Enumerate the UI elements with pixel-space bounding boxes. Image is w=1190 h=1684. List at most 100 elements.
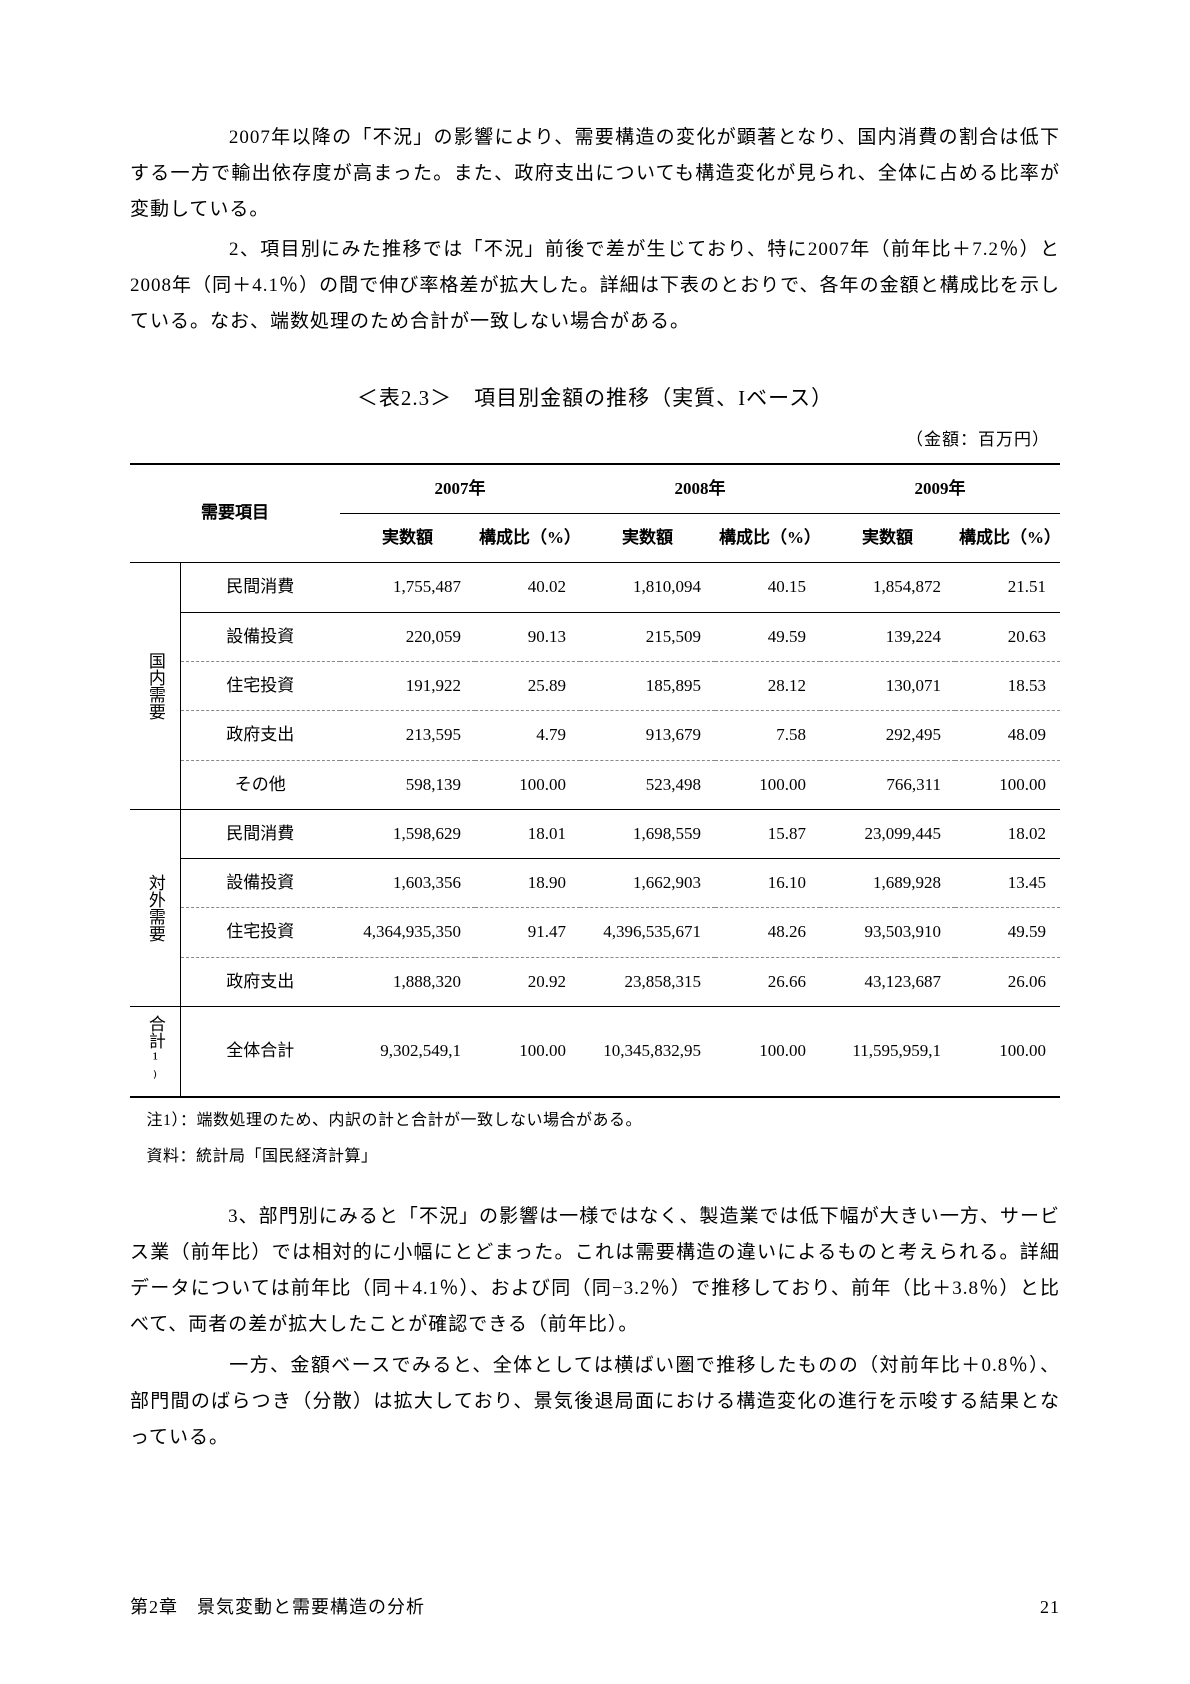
table-title: ＜表2.3＞ 項目別金額の推移（実質、Iベース）	[130, 379, 1060, 419]
table-note-2: 資料：統計局「国民経済計算」	[130, 1144, 1060, 1170]
cell-percent: 4.79	[475, 711, 580, 760]
table-row: 国内需要民間消費1,755,48740.021,810,09440.151,85…	[130, 563, 1060, 612]
cell-percent: 100.00	[955, 760, 1060, 809]
cell-amount: 1,854,872	[820, 563, 955, 612]
cell-amount: 130,071	[820, 661, 955, 710]
cell-amount: 191,922	[340, 661, 475, 710]
year-2008: 2008年	[580, 464, 820, 514]
cell-amount: 1,662,903	[580, 859, 715, 908]
row-item: 住宅投資	[180, 908, 340, 957]
cell-amount: 1,603,356	[340, 859, 475, 908]
row-item: 設備投資	[180, 612, 340, 661]
table-note-1: 注1）：端数処理のため、内訳の計と合計が一致しない場合がある。	[130, 1108, 1060, 1134]
body-paragraph-1: 2007年以降の「不況」の影響により、需要構造の変化が顕著となり、国内消費の割合…	[130, 120, 1060, 228]
cell-amount: 523,498	[580, 760, 715, 809]
row-item: 民間消費	[180, 809, 340, 858]
cell-amount: 4,396,535,671	[580, 908, 715, 957]
body-paragraph-2: 2、項目別にみた推移では「不況」前後で差が生じており、特に2007年（前年比＋7…	[130, 232, 1060, 340]
cell-amount: 185,895	[580, 661, 715, 710]
table-row: 設備投資220,05990.13215,50949.59139,22420.63	[130, 612, 1060, 661]
cell-percent: 100.00	[715, 1007, 820, 1098]
cell-percent: 20.92	[475, 957, 580, 1006]
cell-amount: 1,888,320	[340, 957, 475, 1006]
cell-percent: 15.87	[715, 809, 820, 858]
cell-percent: 18.02	[955, 809, 1060, 858]
cell-amount: 93,503,910	[820, 908, 955, 957]
cell-percent: 16.10	[715, 859, 820, 908]
cell-percent: 25.89	[475, 661, 580, 710]
cell-percent: 26.06	[955, 957, 1060, 1006]
cell-percent: 20.63	[955, 612, 1060, 661]
cell-amount: 10,345,832,95	[580, 1007, 715, 1098]
cell-amount: 9,302,549,1	[340, 1007, 475, 1098]
cell-percent: 49.59	[955, 908, 1060, 957]
cell-percent: 100.00	[955, 1007, 1060, 1098]
cell-percent: 26.66	[715, 957, 820, 1006]
cell-percent: 18.01	[475, 809, 580, 858]
cell-amount: 1,689,928	[820, 859, 955, 908]
table-row: 住宅投資4,364,935,35091.474,396,535,67148.26…	[130, 908, 1060, 957]
sub-pct-07: 構成比（%）	[475, 514, 580, 563]
cell-amount: 766,311	[820, 760, 955, 809]
group-label: 合計¹⁾	[130, 1007, 180, 1098]
cell-percent: 13.45	[955, 859, 1060, 908]
cell-percent: 7.58	[715, 711, 820, 760]
cell-percent: 100.00	[475, 1007, 580, 1098]
row-item: その他	[180, 760, 340, 809]
cell-percent: 49.59	[715, 612, 820, 661]
cell-amount: 1,598,629	[340, 809, 475, 858]
cell-amount: 4,364,935,350	[340, 908, 475, 957]
cell-amount: 23,099,445	[820, 809, 955, 858]
footer-page-number: 21	[1040, 1590, 1060, 1624]
sub-amt-07: 実数額	[340, 514, 475, 563]
group-label: 対外需要	[130, 809, 180, 1006]
cell-amount: 213,595	[340, 711, 475, 760]
group-label: 国内需要	[130, 563, 180, 809]
cell-percent: 18.53	[955, 661, 1060, 710]
table-row: 対外需要民間消費1,598,62918.011,698,55915.8723,0…	[130, 809, 1060, 858]
body-paragraph-4: 一方、金額ベースでみると、全体としては横ばい圏で推移したものの（対前年比＋0.8…	[130, 1348, 1060, 1456]
cell-amount: 11,595,959,1	[820, 1007, 955, 1098]
cell-percent: 48.26	[715, 908, 820, 957]
cell-percent: 21.51	[955, 563, 1060, 612]
row-item: 住宅投資	[180, 661, 340, 710]
table-row: その他598,139100.00523,498100.00766,311100.…	[130, 760, 1060, 809]
cell-percent: 100.00	[715, 760, 820, 809]
cell-amount: 23,858,315	[580, 957, 715, 1006]
body-paragraph-3: 3、部門別にみると「不況」の影響は一様ではなく、製造業では低下幅が大きい一方、サ…	[130, 1199, 1060, 1343]
cell-amount: 1,810,094	[580, 563, 715, 612]
sub-amt-09: 実数額	[820, 514, 955, 563]
cell-percent: 91.47	[475, 908, 580, 957]
cell-amount: 215,509	[580, 612, 715, 661]
row-item: 民間消費	[180, 563, 340, 612]
row-item: 政府支出	[180, 957, 340, 1006]
cell-amount: 913,679	[580, 711, 715, 760]
row-item: 政府支出	[180, 711, 340, 760]
table-row: 政府支出1,888,32020.9223,858,31526.6643,123,…	[130, 957, 1060, 1006]
cell-amount: 292,495	[820, 711, 955, 760]
cell-percent: 40.02	[475, 563, 580, 612]
table-row: 住宅投資191,92225.89185,89528.12130,07118.53	[130, 661, 1060, 710]
row-item: 全体合計	[180, 1007, 340, 1098]
cell-percent: 18.90	[475, 859, 580, 908]
cell-amount: 43,123,687	[820, 957, 955, 1006]
table-header-years: 需要項目 2007年 2008年 2009年	[130, 464, 1060, 514]
cell-percent: 40.15	[715, 563, 820, 612]
table-corner: 需要項目	[130, 464, 340, 563]
footer-chapter: 第2章 景気変動と需要構造の分析	[130, 1590, 425, 1624]
row-item: 設備投資	[180, 859, 340, 908]
year-2007: 2007年	[340, 464, 580, 514]
table-row: 合計¹⁾全体合計9,302,549,1100.0010,345,832,9510…	[130, 1007, 1060, 1098]
cell-amount: 220,059	[340, 612, 475, 661]
cell-percent: 90.13	[475, 612, 580, 661]
cell-percent: 100.00	[475, 760, 580, 809]
table-row: 政府支出213,5954.79913,6797.58292,49548.09	[130, 711, 1060, 760]
cell-amount: 1,755,487	[340, 563, 475, 612]
sub-amt-08: 実数額	[580, 514, 715, 563]
cell-amount: 139,224	[820, 612, 955, 661]
sub-pct-09: 構成比（%）	[955, 514, 1060, 563]
cell-amount: 1,698,559	[580, 809, 715, 858]
cell-percent: 48.09	[955, 711, 1060, 760]
cell-amount: 598,139	[340, 760, 475, 809]
year-2009: 2009年	[820, 464, 1060, 514]
